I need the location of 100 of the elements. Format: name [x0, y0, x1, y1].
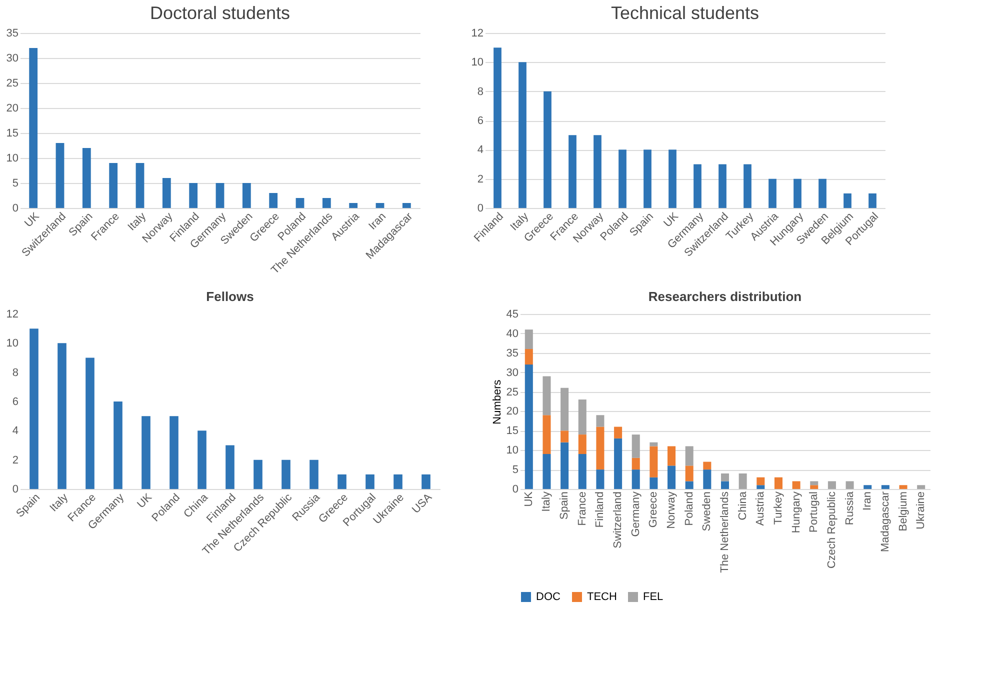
x-tick-label: China	[736, 490, 749, 520]
bar	[282, 460, 290, 489]
bar	[618, 150, 626, 208]
bar	[596, 470, 604, 489]
bar	[703, 470, 712, 489]
y-tick-label: 0	[512, 484, 518, 496]
bar	[198, 430, 206, 489]
y-tick-label: 0	[12, 484, 18, 496]
bar	[596, 426, 604, 470]
x-tick-label: Czech Republic	[826, 491, 838, 569]
bar	[632, 458, 640, 470]
bar	[109, 163, 118, 208]
x-tick-label: Italy	[540, 491, 553, 512]
x-tick-label: Switzerland	[612, 492, 624, 548]
x-tick-label: Finland	[594, 492, 606, 528]
y-tick-label: 0	[477, 202, 484, 214]
bar	[142, 416, 150, 489]
y-tick-label: 35	[6, 28, 18, 40]
bar	[394, 474, 402, 489]
bar	[524, 364, 533, 489]
y-tick-label: 25	[506, 386, 518, 398]
bar	[650, 442, 658, 446]
bar	[668, 150, 676, 208]
y-tick-label: 4	[477, 144, 484, 156]
bar	[650, 446, 658, 478]
bar	[792, 481, 800, 489]
bar	[170, 416, 178, 489]
bar	[560, 442, 569, 489]
bar	[518, 62, 526, 208]
bar	[82, 148, 91, 208]
bar	[632, 470, 640, 489]
bar	[322, 198, 331, 208]
x-tick-label: Italy	[48, 491, 71, 514]
bar	[810, 485, 818, 489]
bar	[844, 193, 852, 208]
bar	[402, 203, 411, 208]
y-tick-label: 2	[477, 173, 484, 186]
bar	[114, 402, 122, 489]
y-tick-label: 2	[12, 454, 18, 466]
x-tick-label: France	[576, 492, 588, 526]
y-tick-label: 15	[6, 128, 18, 140]
bar	[703, 462, 712, 470]
y-tick-label: 10	[471, 56, 484, 69]
x-tick-label: Russia	[844, 490, 856, 526]
bar	[242, 183, 251, 208]
y-tick-label: 6	[12, 396, 18, 408]
y-tick-label: 15	[506, 425, 518, 438]
bar	[738, 473, 747, 489]
bar	[560, 388, 569, 431]
bar	[718, 164, 726, 208]
bar	[338, 474, 346, 489]
y-tick-label: 12	[471, 28, 484, 40]
x-tick-label: Spain	[558, 492, 571, 520]
bar	[668, 446, 676, 466]
bar	[756, 485, 765, 489]
legend-label: DOC	[536, 591, 560, 603]
x-tick-label: Sweden	[701, 492, 714, 532]
y-tick-label: 25	[6, 78, 18, 90]
bar	[136, 163, 144, 208]
bar	[614, 438, 622, 489]
bar	[366, 474, 374, 489]
y-tick-label: 10	[6, 152, 18, 164]
x-tick-label: Hungary	[790, 491, 802, 534]
legend-label: TECH	[587, 591, 617, 603]
bar	[524, 330, 533, 349]
chart-title: Technical students	[610, 3, 760, 23]
bar	[578, 454, 586, 489]
bar	[422, 474, 430, 489]
legend-label: FEL	[643, 591, 664, 603]
bar	[596, 415, 604, 427]
bar	[644, 150, 652, 208]
y-tick-label: 35	[506, 347, 518, 360]
y-tick-label: 12	[6, 308, 18, 320]
x-tick-label: Poland	[683, 492, 696, 526]
y-tick-label: 5	[12, 178, 18, 190]
bar	[254, 460, 262, 489]
bar	[685, 481, 694, 489]
y-tick-label: 40	[506, 328, 518, 340]
bar	[376, 203, 384, 208]
bar	[310, 460, 318, 489]
bar	[614, 426, 622, 438]
bar	[694, 164, 702, 208]
bar	[524, 349, 533, 365]
y-tick-label: 10	[6, 338, 18, 350]
x-tick-label: Iran	[862, 492, 874, 510]
bar	[269, 193, 278, 208]
bar	[30, 328, 38, 489]
bar	[296, 198, 304, 208]
x-tick-label: Greece	[648, 492, 660, 528]
x-tick-label: UK	[522, 490, 535, 507]
bar	[56, 143, 64, 208]
bar	[768, 178, 776, 208]
y-tick-label: 8	[12, 366, 18, 379]
x-tick-label: Ukraine	[915, 492, 928, 530]
bar	[494, 48, 502, 208]
bar	[578, 434, 586, 454]
bar	[544, 91, 552, 208]
y-axis-title: Numbers	[491, 379, 504, 424]
bar	[216, 183, 224, 208]
y-tick-label: 4	[12, 425, 18, 438]
